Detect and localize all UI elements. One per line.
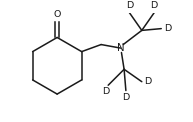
- Text: O: O: [53, 10, 61, 19]
- Text: D: D: [164, 24, 171, 33]
- Text: D: D: [122, 93, 130, 102]
- Text: D: D: [126, 1, 133, 10]
- Text: D: D: [144, 77, 152, 86]
- Text: N: N: [117, 43, 124, 53]
- Text: D: D: [102, 87, 109, 96]
- Text: D: D: [151, 1, 158, 10]
